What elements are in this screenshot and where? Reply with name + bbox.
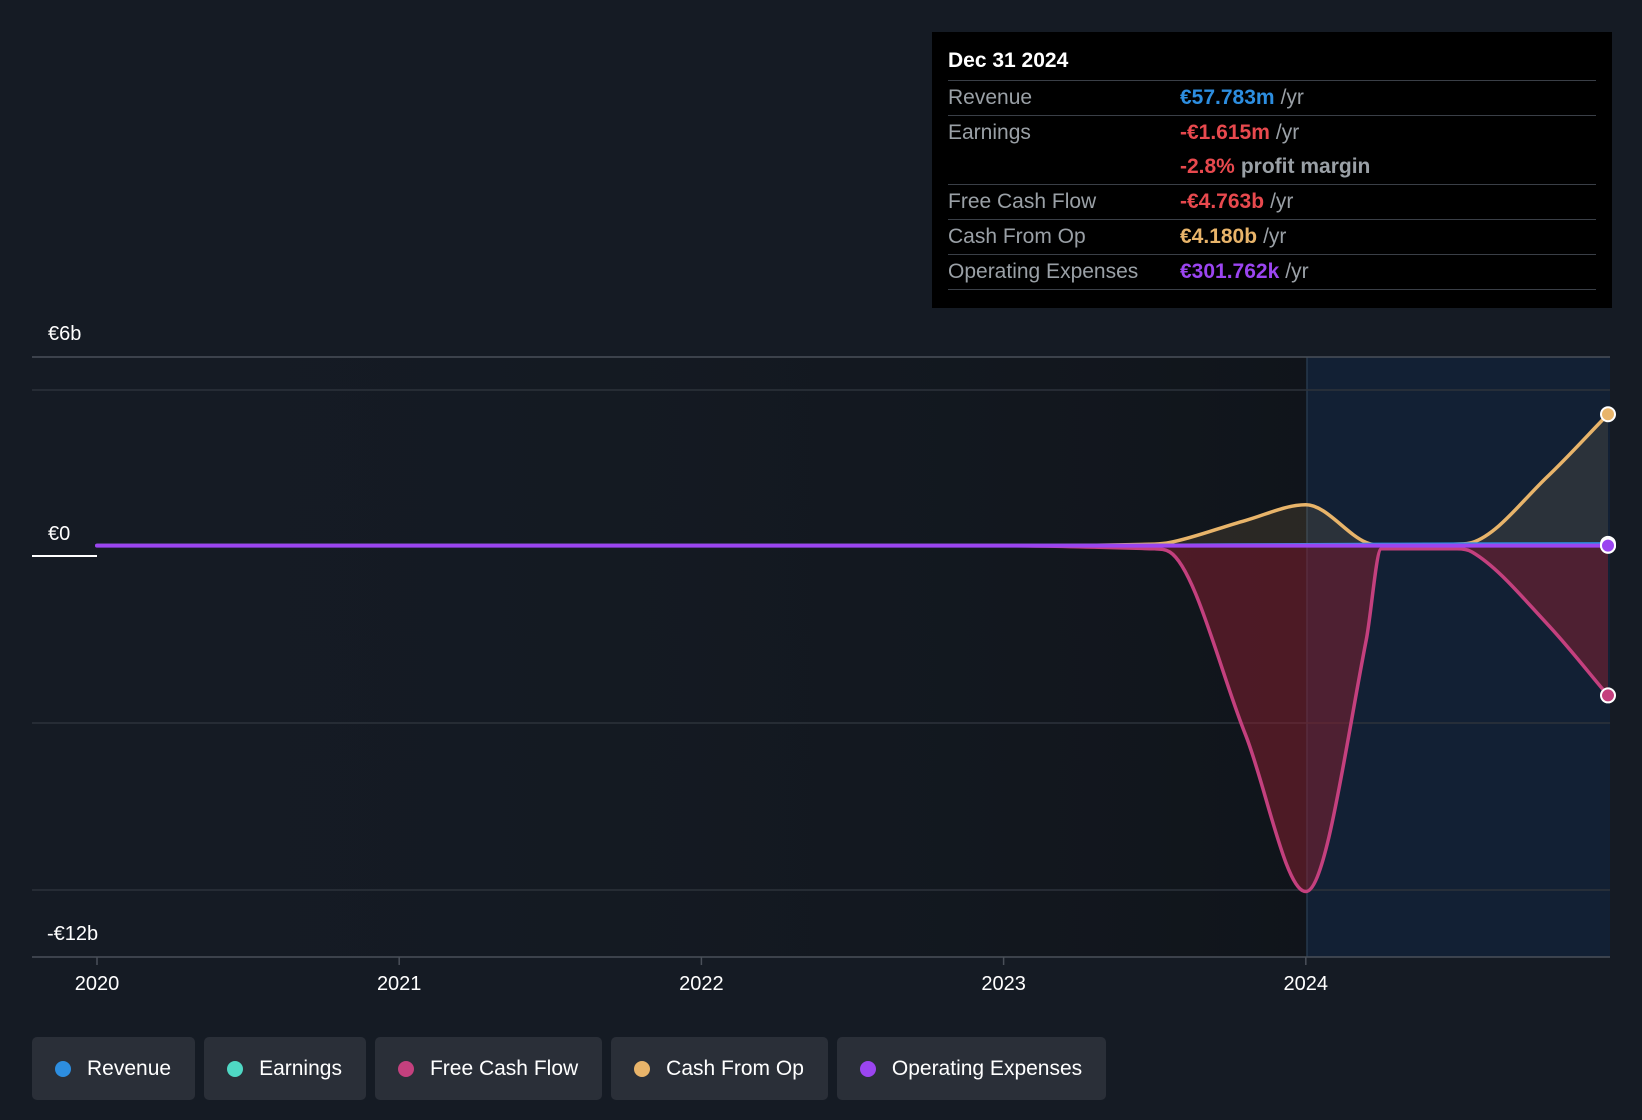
legend-item-earnings[interactable]: Earnings bbox=[204, 1037, 366, 1100]
chart-past-shade bbox=[32, 357, 1307, 957]
tooltip-row-cfo: Cash From Op €4.180b /yr bbox=[948, 219, 1596, 254]
y-tick-label-top: €6b bbox=[48, 323, 81, 345]
tooltip-value-cfo: €4.180b bbox=[1180, 225, 1258, 248]
legend: Revenue Earnings Free Cash Flow Cash Fro… bbox=[32, 1037, 1107, 1100]
tooltip-label: Operating Expenses bbox=[948, 260, 1139, 283]
x-tick-label: 2020 bbox=[75, 973, 120, 995]
tooltip-value-opex: €301.762k bbox=[1180, 260, 1280, 283]
legend-label: Operating Expenses bbox=[891, 1056, 1083, 1080]
x-tick-label: 2021 bbox=[377, 973, 422, 995]
series-end-marker-cash-from-op[interactable] bbox=[1600, 406, 1616, 423]
tooltip-value-margin: -2.8% bbox=[1180, 155, 1235, 178]
y-tick-label-zero: €0 bbox=[48, 523, 70, 545]
series-end-marker-operating-expenses[interactable] bbox=[1600, 537, 1616, 554]
legend-item-revenue[interactable]: Revenue bbox=[32, 1037, 196, 1100]
tooltip-unit: /yr bbox=[1280, 86, 1304, 109]
tooltip-value-earnings: -€1.615m bbox=[1180, 121, 1270, 144]
x-tick-label: 2022 bbox=[679, 973, 724, 995]
earnings-dot-icon bbox=[227, 1060, 244, 1077]
x-tick-label: 2023 bbox=[981, 973, 1026, 995]
revenue-dot-icon bbox=[55, 1060, 71, 1077]
tooltip-date: Dec 31 2024 bbox=[948, 49, 1069, 72]
tooltip-row-opex: Operating Expenses €301.762k /yr bbox=[948, 254, 1596, 290]
series-area-free-cash-flow bbox=[97, 545, 1608, 892]
legend-label: Cash From Op bbox=[666, 1056, 804, 1080]
legend-item-cash-from-op[interactable]: Cash From Op bbox=[611, 1037, 828, 1100]
tooltip-unit: /yr bbox=[1285, 260, 1309, 283]
tooltip-unit: /yr bbox=[1270, 190, 1294, 213]
tooltip-unit: /yr bbox=[1263, 225, 1287, 248]
legend-label: Free Cash Flow bbox=[429, 1056, 579, 1080]
legend-label: Revenue bbox=[87, 1056, 172, 1080]
tooltip-unit-margin: profit margin bbox=[1240, 155, 1371, 178]
tooltip-label: Free Cash Flow bbox=[948, 190, 1097, 213]
operating-expenses-dot-icon bbox=[859, 1060, 876, 1077]
x-tick-label: 2024 bbox=[1284, 973, 1329, 995]
tooltip-row-revenue: Revenue €57.783m /yr bbox=[948, 80, 1596, 115]
tooltip-row-margin: -2.8% profit margin bbox=[948, 150, 1596, 184]
legend-label: Earnings bbox=[259, 1056, 342, 1080]
tooltip-unit: /yr bbox=[1275, 121, 1300, 144]
series-end-marker-free-cash-flow[interactable] bbox=[1600, 687, 1616, 704]
tooltip-row-fcf: Free Cash Flow -€4.763b /yr bbox=[948, 184, 1596, 219]
legend-item-free-cash-flow[interactable]: Free Cash Flow bbox=[374, 1037, 603, 1100]
tooltip-panel: Dec 31 2024 Revenue €57.783m /yr Earning… bbox=[932, 32, 1612, 308]
legend-item-operating-expenses[interactable]: Operating Expenses bbox=[836, 1037, 1107, 1100]
y-tick-label-bottom: -€12b bbox=[47, 923, 98, 945]
tooltip-label: Cash From Op bbox=[948, 225, 1086, 248]
free-cash-flow-dot-icon bbox=[397, 1060, 414, 1077]
tooltip-value-fcf: -€4.763b bbox=[1180, 190, 1265, 213]
cash-from-op-dot-icon bbox=[634, 1060, 651, 1077]
tooltip-row-earnings: Earnings -€1.615m /yr bbox=[948, 115, 1596, 150]
tooltip-label: Revenue bbox=[948, 86, 1033, 109]
tooltip-value-revenue: €57.783m bbox=[1180, 86, 1275, 109]
tooltip-label: Earnings bbox=[948, 121, 1031, 144]
chart: €6b €0 -€12b 2020 2021 2022 2023 2024 bbox=[32, 323, 1616, 995]
